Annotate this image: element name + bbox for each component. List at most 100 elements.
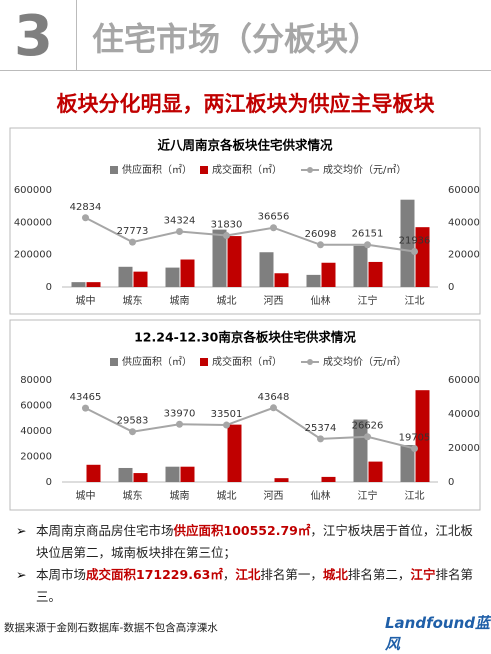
text-run: 排名第三。 <box>36 567 473 604</box>
bar <box>212 229 227 287</box>
chart-title: 近八周南京各板块住宅供求情况 <box>157 138 333 153</box>
price-line <box>85 216 415 253</box>
text-run: 本周市场 <box>36 567 87 582</box>
price-label: 21936 <box>399 236 431 247</box>
section-title: 住宅市场（分板块） <box>92 20 381 58</box>
price-label: 43465 <box>70 392 102 403</box>
bar <box>227 424 242 482</box>
price-marker <box>270 224 277 232</box>
x-tick-label: 江北 <box>405 490 425 502</box>
y-tick-label: 0 <box>46 477 52 488</box>
legend-label: 供应面积（㎡） <box>122 355 192 368</box>
bar <box>86 464 101 482</box>
bar <box>368 261 383 287</box>
bar <box>165 466 180 482</box>
y2-tick-label: 20000 <box>448 250 480 261</box>
price-marker <box>364 433 371 441</box>
bar <box>71 282 86 287</box>
price-label: 26098 <box>305 229 337 240</box>
x-tick-label: 城南 <box>170 294 190 307</box>
y-tick-label: 60000 <box>20 401 52 412</box>
y-tick-label: 80000 <box>20 375 52 386</box>
bar <box>415 390 430 482</box>
legend-swatch <box>307 359 313 365</box>
text-run: 本周南京商品房住宅市场 <box>36 523 174 538</box>
price-marker <box>82 214 89 222</box>
bar <box>259 252 274 287</box>
y2-tick-label: 20000 <box>448 443 480 454</box>
y2-tick-label: 40000 <box>448 217 480 228</box>
x-tick-label: 城东 <box>123 489 143 502</box>
y2-tick-label: 0 <box>448 477 454 488</box>
price-marker <box>411 248 418 256</box>
bar <box>274 478 289 482</box>
legend-swatch <box>110 166 118 174</box>
y-tick-label: 600000 <box>14 185 52 196</box>
x-tick-label: 城东 <box>123 294 143 307</box>
price-label: 26151 <box>352 229 384 240</box>
price-label: 43648 <box>258 392 290 403</box>
bullet: ➢ 本周南京商品房住宅市场供应面积100552.79㎡，江宁板块居于首位，江北板块… <box>16 520 476 564</box>
price-label: 33501 <box>211 409 243 420</box>
x-tick-label: 江宁 <box>358 489 378 502</box>
text-run: 成交面积171229.63㎡ <box>86 567 223 582</box>
legend-swatch <box>110 358 118 366</box>
x-tick-label: 城北 <box>217 490 237 502</box>
number-box <box>0 0 77 71</box>
header-rule <box>76 70 491 71</box>
chart-title: 12.24-12.30南京各板块住宅供求情况 <box>134 330 356 345</box>
price-marker <box>223 421 230 429</box>
source-note: 数据来源于金刚石数据库-数据不包含高淳溧水 <box>4 622 218 634</box>
legend-label: 成交均价（元/㎡） <box>323 163 406 176</box>
bar <box>133 271 148 287</box>
price-label: 42834 <box>70 202 102 213</box>
section-number: 3 <box>14 4 53 69</box>
bullet-marker: ➢ <box>16 567 27 582</box>
price-marker <box>176 228 183 236</box>
y-tick-label: 200000 <box>14 250 52 261</box>
x-tick-label: 仙林 <box>311 294 331 307</box>
x-tick-label: 城南 <box>170 489 190 502</box>
legend-swatch <box>200 358 208 366</box>
x-tick-label: 河西 <box>264 295 284 307</box>
price-label: 29583 <box>117 416 149 427</box>
price-label: 34324 <box>164 216 196 227</box>
bar <box>353 245 368 287</box>
x-tick-label: 城北 <box>217 295 237 307</box>
charts: 近八周南京各板块住宅供求情况 0 200000 400000 600000 0 20000 4… <box>9 127 481 511</box>
bar <box>180 466 195 482</box>
price-marker <box>129 238 136 246</box>
bar <box>415 227 430 287</box>
bullet-marker: ➢ <box>16 523 27 538</box>
logo: Landfound蓝风 <box>385 614 491 653</box>
price-line <box>85 406 415 450</box>
price-label: 26626 <box>352 421 384 432</box>
price-marker <box>317 241 324 249</box>
chart-frame <box>9 127 481 315</box>
text-run: 排名第二， <box>347 567 411 582</box>
y-tick-label: 20000 <box>20 452 52 463</box>
text-run: ， <box>222 567 236 582</box>
chart-frame <box>9 319 481 511</box>
price-label: 33970 <box>164 408 196 419</box>
text-run: 排名第一， <box>260 567 323 582</box>
price-label: 27773 <box>117 226 149 237</box>
x-tick-label: 江北 <box>405 295 425 307</box>
x-tick-label: 江宁 <box>358 294 378 307</box>
bar <box>321 476 336 482</box>
bar <box>133 473 148 482</box>
headline: 板块分化明显，两江板块为供应主导板块 <box>56 92 435 116</box>
text-run: 城北 <box>322 567 348 582</box>
price-marker <box>364 241 371 249</box>
price-marker <box>411 445 418 453</box>
bullet-text: 本周市场成交面积171229.63㎡，江北排名第一，城北排名第二，江宁排名第三。 <box>36 564 476 608</box>
price-marker <box>317 435 324 443</box>
bar <box>180 259 195 287</box>
bar <box>321 262 336 287</box>
price-marker <box>129 428 136 436</box>
price-label: 36656 <box>258 212 290 223</box>
y2-tick-label: 60000 <box>448 375 480 386</box>
text-run: 供应面积100552.79㎡ <box>173 523 311 538</box>
legend-label: 成交面积（㎡） <box>212 163 282 176</box>
y-tick-label: 400000 <box>14 217 52 228</box>
